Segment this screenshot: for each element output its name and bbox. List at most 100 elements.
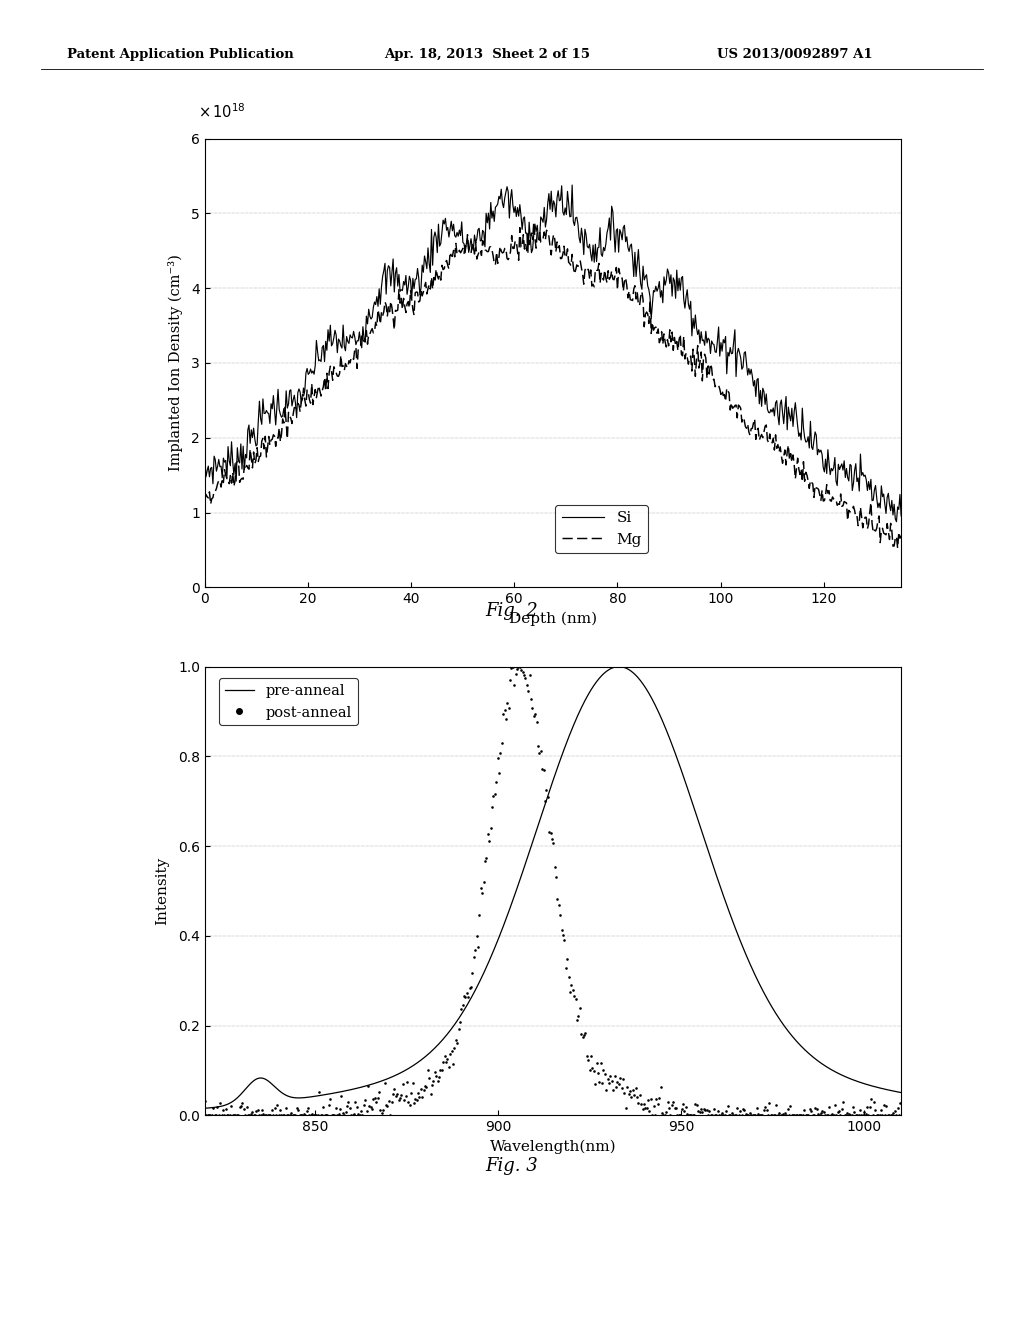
post-anneal	[555, 924, 571, 945]
post-anneal	[198, 1104, 214, 1125]
post-anneal	[817, 1105, 834, 1126]
post-anneal	[270, 1105, 287, 1126]
post-anneal	[888, 1105, 904, 1126]
post-anneal	[226, 1105, 243, 1126]
post-anneal	[768, 1094, 784, 1115]
post-anneal	[269, 1094, 286, 1115]
post-anneal	[443, 1040, 460, 1061]
post-anneal	[737, 1104, 754, 1125]
post-anneal	[726, 1105, 742, 1126]
post-anneal	[382, 1104, 398, 1125]
post-anneal	[578, 1022, 594, 1043]
post-anneal	[276, 1105, 293, 1126]
post-anneal	[254, 1100, 270, 1121]
post-anneal	[718, 1101, 734, 1122]
post-anneal	[790, 1105, 806, 1126]
post-anneal	[752, 1105, 768, 1126]
post-anneal	[792, 1105, 808, 1126]
post-anneal	[234, 1093, 251, 1114]
post-anneal	[655, 1105, 672, 1126]
post-anneal	[521, 665, 538, 686]
post-anneal	[246, 1105, 262, 1126]
post-anneal	[591, 1071, 607, 1092]
post-anneal	[404, 1072, 421, 1093]
post-anneal	[418, 1077, 434, 1098]
post-anneal	[567, 989, 584, 1010]
post-anneal	[359, 1076, 376, 1097]
post-anneal	[710, 1100, 726, 1121]
post-anneal	[741, 1102, 758, 1123]
post-anneal	[524, 697, 541, 718]
post-anneal	[641, 1100, 657, 1121]
post-anneal	[848, 1105, 864, 1126]
post-anneal	[339, 1096, 355, 1117]
Si	[890, 513, 902, 529]
post-anneal	[740, 1105, 757, 1126]
post-anneal	[413, 1078, 429, 1100]
post-anneal	[416, 1080, 432, 1101]
post-anneal	[775, 1104, 792, 1125]
post-anneal	[610, 1073, 627, 1094]
post-anneal	[675, 1093, 691, 1114]
post-anneal	[362, 1097, 379, 1118]
post-anneal	[373, 1100, 389, 1121]
post-anneal	[309, 1105, 326, 1126]
Mg	[724, 403, 736, 418]
post-anneal	[807, 1098, 823, 1119]
post-anneal	[485, 785, 502, 807]
post-anneal	[853, 1105, 869, 1126]
post-anneal	[412, 1086, 428, 1107]
post-anneal	[279, 1105, 295, 1126]
post-anneal	[828, 1105, 845, 1126]
post-anneal	[566, 985, 583, 1006]
post-anneal	[242, 1105, 258, 1126]
post-anneal	[366, 1088, 382, 1109]
post-anneal	[580, 1049, 596, 1071]
post-anneal	[231, 1097, 248, 1118]
post-anneal	[432, 1059, 449, 1080]
post-anneal	[514, 661, 530, 682]
post-anneal	[639, 1097, 655, 1118]
post-anneal	[508, 663, 524, 684]
post-anneal	[779, 1098, 796, 1119]
post-anneal	[236, 1098, 252, 1119]
post-anneal	[602, 1065, 618, 1086]
post-anneal	[547, 857, 563, 878]
post-anneal	[787, 1105, 804, 1126]
post-anneal	[736, 1100, 753, 1121]
Mg	[892, 540, 904, 556]
Si	[514, 197, 526, 213]
post-anneal	[868, 1105, 885, 1126]
post-anneal	[548, 867, 564, 888]
post-anneal	[323, 1089, 339, 1110]
post-anneal	[317, 1104, 334, 1125]
post-anneal	[794, 1105, 810, 1126]
post-anneal	[870, 1105, 887, 1126]
post-anneal	[452, 1011, 468, 1032]
post-anneal	[649, 1093, 666, 1114]
post-anneal	[713, 1105, 729, 1126]
post-anneal	[776, 1102, 793, 1123]
post-anneal	[597, 1064, 613, 1085]
post-anneal	[887, 1101, 903, 1122]
post-anneal	[701, 1101, 718, 1122]
post-anneal	[820, 1105, 837, 1126]
Line: Si: Si	[205, 185, 901, 521]
post-anneal	[518, 675, 535, 696]
post-anneal	[278, 1098, 294, 1119]
post-anneal	[494, 733, 510, 754]
post-anneal	[456, 986, 472, 1007]
post-anneal	[877, 1105, 893, 1126]
post-anneal	[202, 1105, 218, 1126]
post-anneal	[842, 1105, 858, 1126]
pre-anneal	[505, 896, 517, 912]
post-anneal	[698, 1100, 715, 1121]
pre-anneal	[742, 953, 755, 969]
post-anneal	[705, 1105, 721, 1126]
post-anneal	[805, 1105, 821, 1126]
post-anneal	[860, 1105, 877, 1126]
post-anneal	[398, 1072, 415, 1093]
Mg	[199, 492, 211, 508]
post-anneal	[442, 1044, 459, 1065]
post-anneal	[826, 1094, 843, 1115]
